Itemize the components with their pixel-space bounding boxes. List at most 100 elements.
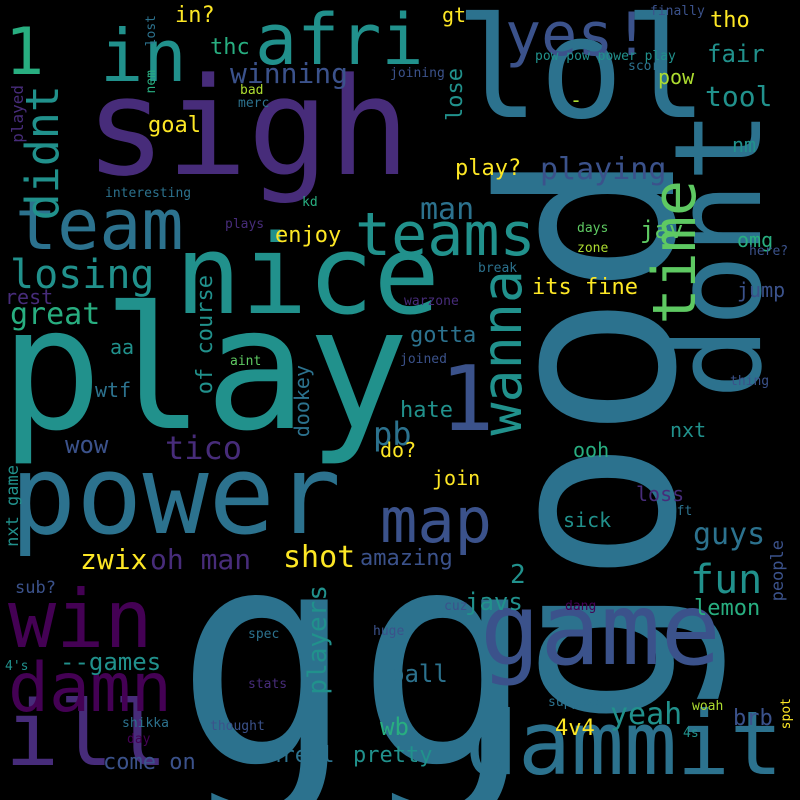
cloud-word: pretty: [353, 743, 433, 768]
cloud-word: play: [0, 271, 410, 469]
cloud-word: lost: [144, 15, 159, 47]
cloud-word: enjoy: [275, 223, 342, 248]
cloud-word: here?: [749, 244, 789, 259]
cloud-word: oh man: [150, 543, 252, 576]
cloud-word: time: [640, 180, 710, 325]
cloud-word: lemon: [694, 596, 761, 621]
cloud-word: brb: [733, 706, 773, 731]
cloud-word: spot: [779, 698, 794, 730]
cloud-word: suppose: [548, 695, 603, 710]
cloud-word: thing: [730, 374, 770, 389]
cloud-word: losing: [10, 252, 155, 298]
cloud-word: of course: [193, 275, 218, 395]
cloud-word: joined: [400, 352, 447, 367]
cloud-word: dang: [565, 599, 597, 614]
cloud-word: 2: [510, 560, 526, 590]
cloud-word: left: [661, 504, 693, 519]
cloud-word: interesting: [105, 186, 192, 201]
cloud-word: javs: [465, 588, 523, 616]
cloud-word: sick: [563, 508, 612, 532]
cloud-word: man: [420, 192, 475, 227]
cloud-word: unreal: [255, 743, 335, 768]
cloud-word: zwix: [80, 543, 148, 576]
cloud-word: win: [8, 573, 153, 666]
cloud-word: kd: [302, 195, 318, 210]
cloud-word: rest: [5, 285, 54, 309]
cloud-word: sub?: [15, 578, 56, 598]
cloud-word: teams: [355, 200, 536, 270]
cloud-word: nxt game: [3, 465, 23, 547]
cloud-word: map: [380, 484, 492, 557]
cloud-word: bad: [240, 83, 264, 98]
cloud-word: woah: [692, 699, 724, 714]
cloud-word: dookey: [290, 365, 314, 438]
cloud-word: omg: [737, 228, 774, 252]
cloud-word: huge: [373, 624, 405, 639]
cloud-word: nxt: [670, 418, 707, 442]
cloud-word: tho: [710, 8, 750, 33]
cloud-word: its fine: [532, 275, 638, 300]
cloud-word: 1: [5, 15, 45, 90]
cloud-word: thc: [210, 35, 250, 60]
cloud-word: fun: [690, 557, 763, 603]
cloud-word: warzone: [404, 294, 459, 309]
cloud-word: aint: [230, 354, 262, 369]
cloud-word: afri: [255, 0, 424, 81]
cloud-word: hate: [400, 398, 453, 423]
cloud-word: do?: [380, 438, 417, 462]
cloud-word: shikka: [122, 716, 169, 731]
cloud-word: damn: [8, 649, 172, 728]
cloud-word: join: [432, 466, 481, 490]
cloud-word: pow pow power play: [535, 49, 676, 64]
cloud-word: gotta: [410, 323, 477, 348]
cloud-word: in: [100, 14, 187, 98]
cloud-word: jav: [640, 216, 684, 244]
cloud-word: -: [570, 88, 583, 112]
cloud-word: day: [127, 732, 151, 747]
cloud-word: power: [10, 431, 342, 559]
cloud-word: amazing: [360, 546, 453, 571]
cloud-word: tool: [705, 80, 773, 113]
cloud-word: merc: [238, 96, 270, 111]
cloud-word: --games: [60, 648, 162, 676]
cloud-word: break: [478, 261, 518, 276]
cloud-word: 4v4: [555, 716, 595, 741]
cloud-word: team: [15, 184, 184, 266]
cloud-word: finally: [650, 4, 705, 19]
cloud-word: come on: [103, 750, 196, 775]
cloud-word: yes!: [505, 0, 650, 70]
cloud-word: players: [303, 585, 333, 695]
cloud-word: guys: [693, 517, 766, 552]
cloud-word: ill: [5, 682, 168, 787]
cloud-word: aa: [110, 335, 135, 359]
cloud-word: 1: [440, 347, 495, 452]
cloud-word: sigh: [85, 49, 411, 206]
cloud-word: gg: [175, 485, 537, 800]
cloud-word: ball: [390, 660, 448, 688]
cloud-word: pb: [373, 415, 412, 453]
cloud-word: play?: [455, 156, 522, 181]
cloud-word: jump: [737, 278, 786, 302]
cloud-word: plays: [225, 217, 265, 232]
cloud-word: joining: [390, 66, 445, 81]
cloud-word: nem: [144, 70, 159, 94]
cloud-word: playing: [540, 152, 667, 187]
cloud-word: cuz: [444, 599, 468, 614]
cloud-word: ooh: [573, 438, 610, 462]
cloud-word: goal: [148, 113, 201, 138]
cloud-word: pow: [658, 65, 695, 89]
cloud-word: days: [577, 221, 609, 236]
cloud-word: 4s: [683, 726, 699, 741]
cloud-word: spec: [248, 627, 280, 642]
cloud-word: people: [768, 540, 788, 602]
cloud-word: stats: [248, 677, 288, 692]
cloud-word: 4's: [5, 659, 29, 674]
cloud-word: shot: [283, 540, 356, 575]
cloud-word: loss: [636, 482, 685, 506]
cloud-word: wtf: [95, 378, 132, 402]
cloud-word: great: [10, 297, 101, 332]
cloud-word: winning: [230, 57, 349, 90]
cloud-word: nm: [732, 133, 757, 157]
cloud-word: thought: [210, 719, 265, 734]
